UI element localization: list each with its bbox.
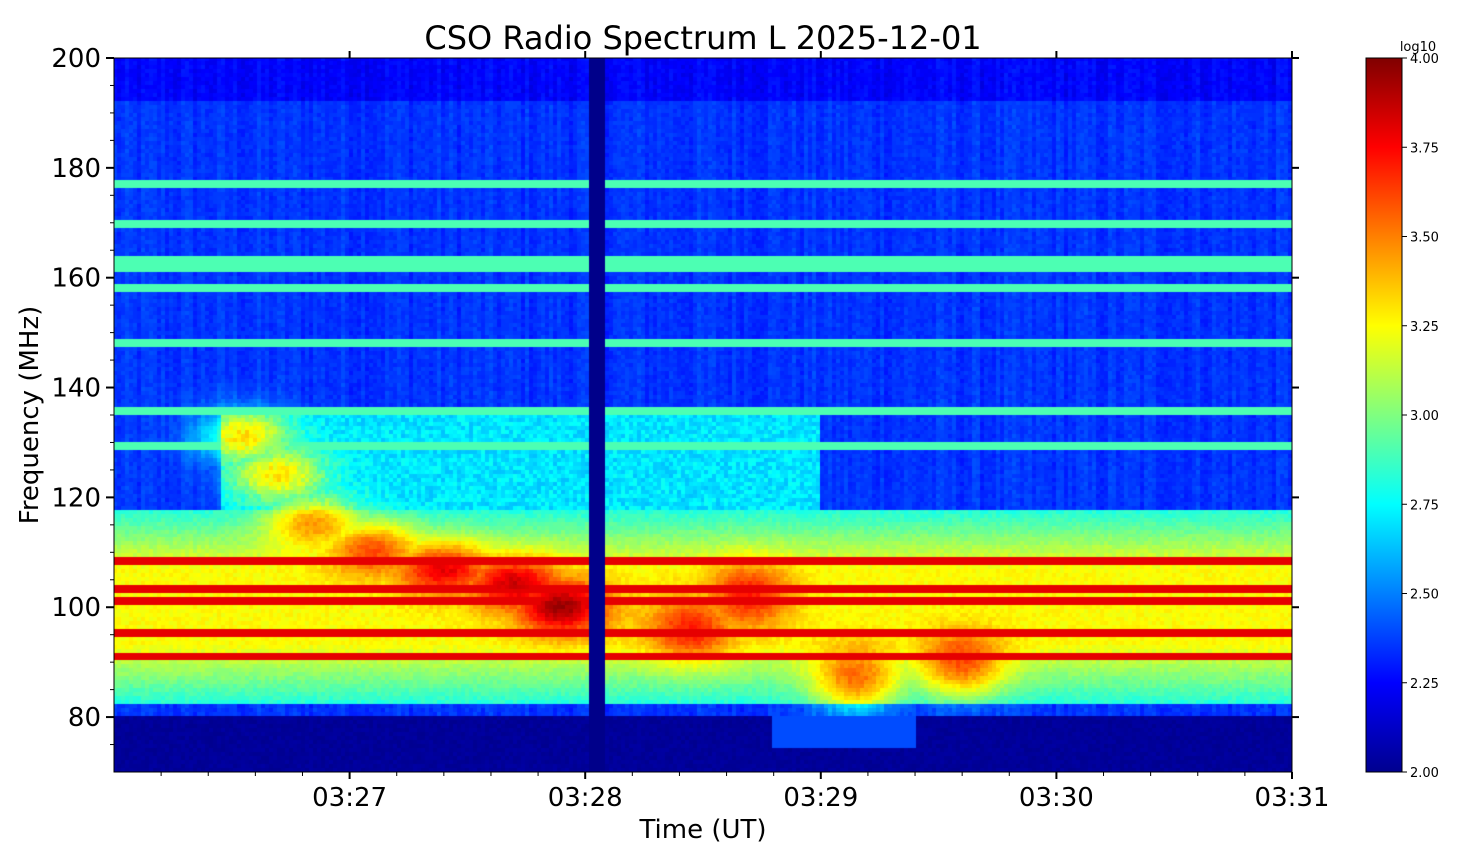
colorbar-ticks: 2.00 2.25 2.50 2.75 3.00 3.25 3.50 3.75 4.00: [1402, 52, 1439, 781]
colorbar-label: log10: [1400, 40, 1436, 55]
colorbar-tick-label: 4.00: [1410, 52, 1439, 67]
y-tick-label: 160: [51, 264, 101, 294]
x-tick-label: 03:27: [312, 783, 387, 813]
colorbar-tick-label: 2.50: [1410, 588, 1439, 603]
colorbar-tick-label: 3.50: [1410, 231, 1439, 246]
chart-title: CSO Radio Spectrum L 2025-12-01: [424, 19, 981, 57]
spectrogram-canvas: [114, 58, 1292, 772]
x-axis: 03:27 03:28 03:29 03:30 03:31: [160, 51, 1330, 813]
x-tick-label: 03:29: [783, 783, 858, 813]
colorbar-tick-label: 2.25: [1410, 677, 1439, 692]
colorbar-tick-label: 2.00: [1410, 766, 1439, 781]
y-tick-label: 120: [51, 483, 101, 513]
x-axis-label: Time (UT): [638, 815, 766, 845]
y-tick-label: 100: [51, 593, 101, 623]
y-tick-label: 200: [51, 44, 101, 74]
colorbar-tick-label: 3.75: [1410, 141, 1439, 156]
colorbar-tick-label: 2.75: [1410, 498, 1439, 513]
x-tick-label: 03:30: [1019, 783, 1094, 813]
spectrogram-image: [114, 58, 1292, 772]
y-axis-label: Frequency (MHz): [15, 306, 45, 525]
x-tick-label: 03:28: [548, 783, 623, 813]
y-tick-label: 140: [51, 374, 101, 404]
colorbar-tick-label: 3.00: [1410, 409, 1439, 424]
x-tick-label: 03:31: [1255, 783, 1330, 813]
y-tick-label: 80: [68, 703, 101, 733]
y-axis: 80 100 120 140 160 180 200: [51, 44, 1299, 746]
colorbar: [1365, 57, 1403, 773]
y-tick-label: 180: [51, 154, 101, 184]
colorbar-tick-label: 3.25: [1410, 320, 1439, 335]
